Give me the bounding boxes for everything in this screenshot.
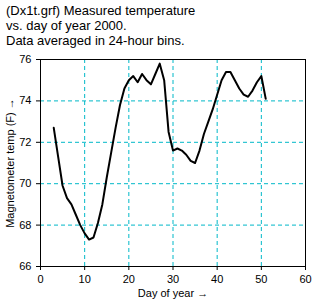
svg-text:30: 30 [167, 273, 179, 285]
svg-text:20: 20 [123, 273, 135, 285]
svg-text:70: 70 [19, 177, 31, 189]
svg-text:10: 10 [79, 273, 91, 285]
svg-text:Magnetometer temp (F) →: Magnetometer temp (F) → [4, 98, 16, 228]
svg-text:66: 66 [19, 260, 31, 272]
svg-text:60: 60 [299, 273, 311, 285]
svg-text:40: 40 [211, 273, 223, 285]
html-text:(Dx1t.grf) Measured temperatur: (Dx1t.grf) Measured temperature vs. day … [6, 3, 196, 48]
svg-text:68: 68 [19, 219, 31, 231]
svg-text:Day of year →: Day of year → [138, 287, 208, 299]
svg-text:50: 50 [255, 273, 267, 285]
svg-text:76: 76 [19, 53, 31, 65]
svg-text:74: 74 [19, 94, 31, 106]
svg-text:0: 0 [37, 273, 43, 285]
svg-text:72: 72 [19, 136, 31, 148]
